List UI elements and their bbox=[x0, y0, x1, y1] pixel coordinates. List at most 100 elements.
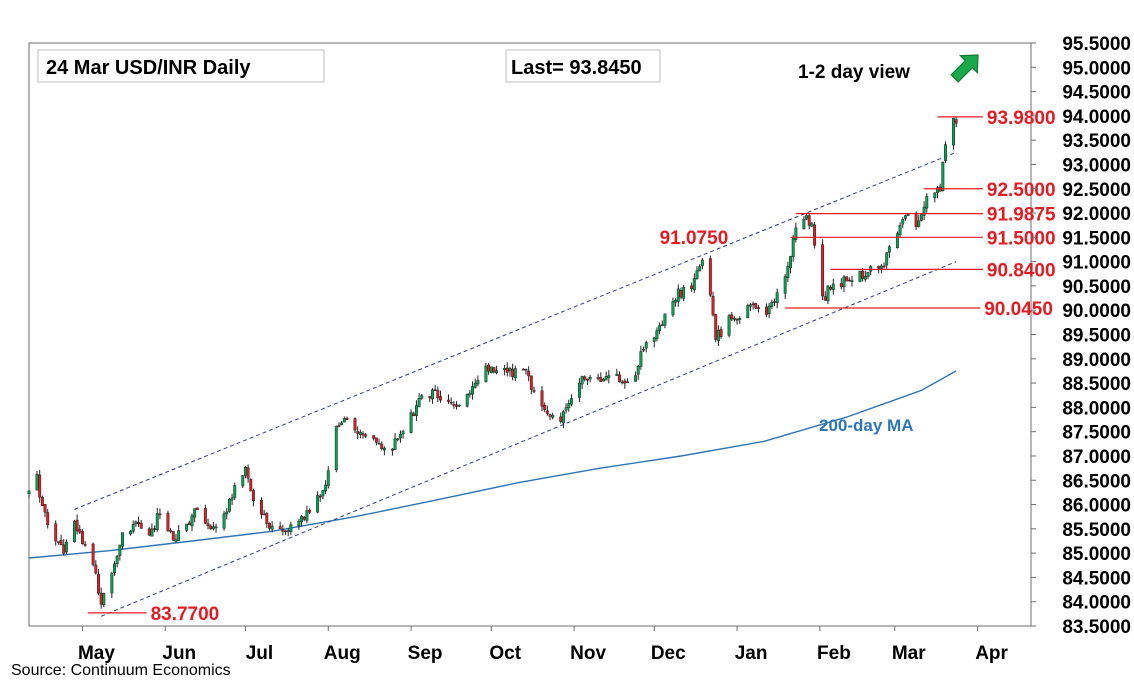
candle bbox=[532, 386, 536, 394]
candle-body-down bbox=[153, 528, 157, 530]
candle-body-up bbox=[652, 337, 656, 342]
candle-body-down bbox=[433, 389, 437, 391]
candle-body-up bbox=[457, 404, 461, 407]
candle bbox=[746, 303, 750, 319]
candle-body-down bbox=[449, 402, 453, 404]
candle-body-up bbox=[286, 530, 290, 532]
candle-body-up bbox=[56, 541, 60, 543]
candle-body-down bbox=[618, 374, 621, 383]
candle bbox=[925, 193, 929, 213]
candle bbox=[94, 560, 98, 575]
x-tick-label: Apr bbox=[975, 643, 1008, 664]
candle-body-up bbox=[382, 447, 386, 451]
candle bbox=[807, 213, 811, 229]
candlestick-series bbox=[27, 116, 958, 609]
chart-title: 24 Mar USD/INR Daily bbox=[46, 57, 251, 79]
candle bbox=[599, 372, 603, 382]
level-90-045-label: 90.0450 bbox=[984, 299, 1053, 320]
candle-body-down bbox=[548, 414, 552, 417]
candle-body-down bbox=[719, 329, 723, 337]
candle bbox=[121, 532, 124, 549]
candle bbox=[655, 327, 659, 342]
candle bbox=[361, 431, 365, 439]
candle-body-up bbox=[805, 215, 809, 220]
candle bbox=[390, 447, 394, 456]
candle-body-up bbox=[174, 539, 178, 542]
candle-body-up bbox=[243, 466, 247, 476]
y-tick-label: 85.0000 bbox=[1062, 544, 1131, 565]
candle-body-down bbox=[455, 404, 458, 407]
candle bbox=[134, 520, 138, 527]
candle-body-up bbox=[342, 418, 346, 423]
y-tick-label: 84.0000 bbox=[1062, 593, 1131, 614]
candle bbox=[177, 525, 181, 541]
candle-body-up bbox=[393, 438, 397, 450]
candle-body-up bbox=[615, 373, 619, 376]
candle-body-down bbox=[209, 525, 213, 530]
candle-body-up bbox=[340, 422, 344, 426]
candle bbox=[545, 405, 549, 416]
candle-body-down bbox=[361, 433, 365, 436]
candle-body-up bbox=[300, 515, 303, 523]
candle bbox=[847, 277, 851, 282]
candle bbox=[447, 394, 450, 404]
candle-body-up bbox=[131, 524, 135, 532]
candle bbox=[222, 511, 226, 531]
candle bbox=[839, 278, 843, 290]
candle bbox=[754, 302, 758, 310]
candle bbox=[227, 497, 231, 513]
candle-body-up bbox=[115, 555, 119, 564]
candle bbox=[489, 366, 493, 374]
candle bbox=[452, 401, 456, 409]
candle bbox=[529, 375, 533, 395]
candle bbox=[863, 270, 867, 282]
level-91-50-label: 91.5000 bbox=[987, 228, 1056, 249]
candle bbox=[660, 320, 664, 327]
x-tick-label: Jan bbox=[735, 643, 768, 664]
candle-body-down bbox=[765, 306, 768, 315]
candle-body-down bbox=[171, 531, 175, 541]
candle bbox=[789, 255, 792, 274]
candle bbox=[169, 527, 173, 534]
candle-body-up bbox=[898, 225, 902, 235]
candle-body-down bbox=[139, 522, 143, 529]
candle bbox=[270, 521, 274, 533]
candle bbox=[147, 527, 151, 537]
x-tick-label: Jun bbox=[162, 643, 196, 664]
candle bbox=[714, 313, 718, 343]
y-tick-label: 94.5000 bbox=[1062, 83, 1131, 104]
candle-body-up bbox=[473, 382, 477, 388]
candle-body-up bbox=[866, 272, 870, 277]
candle bbox=[260, 497, 263, 519]
candle-body-down bbox=[679, 290, 683, 298]
candle bbox=[471, 381, 475, 400]
candle bbox=[919, 213, 923, 222]
candle-body-up bbox=[401, 431, 405, 435]
candle-body-up bbox=[660, 324, 664, 326]
candle bbox=[166, 510, 170, 532]
candle bbox=[401, 429, 405, 439]
view-label: 1-2 day view bbox=[798, 62, 910, 83]
candle-body-down bbox=[436, 390, 440, 398]
candle bbox=[521, 368, 525, 371]
candle bbox=[695, 266, 699, 280]
candle bbox=[40, 495, 44, 507]
candle bbox=[476, 375, 480, 387]
candle bbox=[952, 117, 955, 150]
x-tick-label: Jul bbox=[246, 643, 273, 664]
candle bbox=[732, 316, 736, 322]
candle-body-up bbox=[398, 434, 402, 439]
candle-body-up bbox=[580, 376, 584, 385]
candle-body-up bbox=[321, 490, 325, 497]
candle bbox=[380, 441, 384, 451]
candle-body-up bbox=[636, 366, 640, 375]
candle-body-up bbox=[786, 266, 790, 278]
candle bbox=[113, 561, 116, 576]
candle bbox=[676, 284, 680, 307]
candle-body-up bbox=[922, 206, 926, 216]
candle bbox=[46, 508, 50, 529]
candle bbox=[265, 512, 269, 529]
candle bbox=[810, 221, 814, 227]
candle bbox=[618, 371, 621, 383]
candle-body-down bbox=[708, 258, 712, 296]
